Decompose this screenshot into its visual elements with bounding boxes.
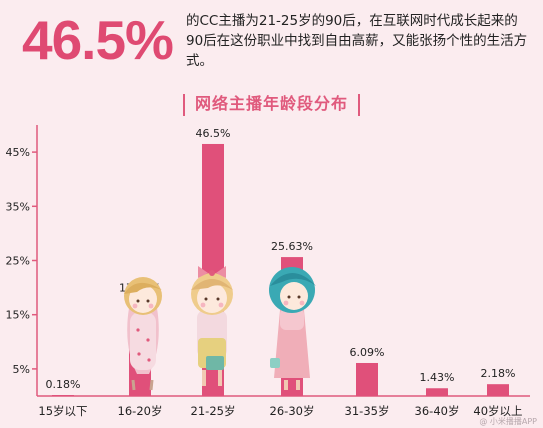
y-tick-label: 45% (6, 146, 30, 159)
chart-axes: 5% 15% 25% 35% 45% (6, 125, 530, 397)
title-right-divider (358, 93, 360, 116)
title-left-divider (182, 93, 185, 116)
chart-title-row: 网络主播年龄段分布 (0, 90, 543, 116)
girl-illustration-2 (191, 266, 233, 386)
x-tick-label: 40岁以上 (473, 404, 522, 418)
girl-illustration-3 (269, 267, 316, 390)
bar (356, 362, 378, 396)
headline-stat: 46.5% (22, 9, 174, 71)
y-tick-label: 5% (13, 363, 30, 376)
chart-title: 网络主播年龄段分布 (194, 94, 348, 113)
bar-value-label: 2.18% (481, 367, 516, 380)
x-tick-label: 36-40岁 (415, 404, 460, 418)
y-tick-label: 25% (6, 255, 30, 268)
x-tick-label: 16-20岁 (118, 404, 163, 418)
y-tick-label: 35% (6, 200, 30, 213)
x-tick-label: 31-35岁 (345, 404, 390, 418)
bar-value-label: 25.63% (271, 240, 313, 253)
bar (52, 395, 74, 396)
x-tick-label: 21-25岁 (191, 404, 236, 418)
x-tick-label: 26-30岁 (270, 404, 315, 418)
x-tick-label: 15岁以下 (38, 404, 87, 418)
bar-value-label: 1.43% (420, 371, 455, 384)
headline-description: 的CC主播为21-25岁的90后，在互联网时代成长起来的90后在这份职业中找到自… (186, 13, 528, 69)
bar-value-label: 46.5% (196, 127, 231, 140)
bar-value-label: 0.18% (46, 378, 81, 391)
y-tick-label: 15% (6, 309, 30, 322)
illustrations (124, 266, 316, 391)
watermark: @ 小米播播APP (479, 417, 537, 426)
bar (426, 388, 448, 396)
girl-illustration-1 (124, 277, 162, 391)
bar (487, 384, 509, 396)
bar-value-label: 6.09% (350, 346, 385, 359)
